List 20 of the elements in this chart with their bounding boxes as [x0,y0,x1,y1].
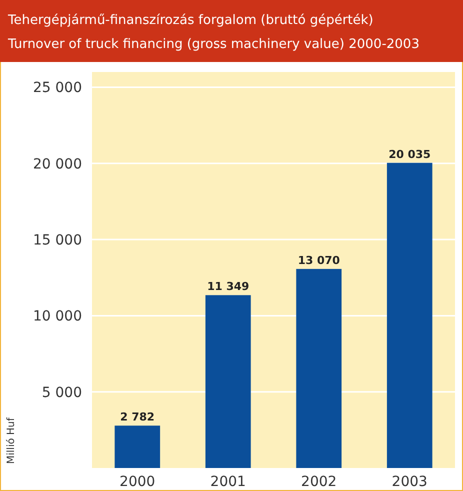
y-tick-label: 5 000 [42,384,82,401]
chart-title: Tehergépjármű-finanszírozás forgalom (bruttó gépérték) [7,13,374,28]
y-axis-title: Millió Huf [6,417,17,464]
bar [205,295,251,468]
y-tick-label: 25 000 [33,80,82,96]
x-tick-label: 2001 [210,474,246,490]
data-label: 20 035 [388,148,431,161]
bar [114,426,160,468]
y-tick-label: 20 000 [33,156,82,172]
data-label: 11 349 [207,280,250,294]
y-tick-label: 15 000 [33,232,82,249]
y-tick-label: 10 000 [33,308,82,325]
chart-subtitle: Turnover of truck financing (gross machinery value) 2000-2003 [7,37,420,52]
x-tick-label: 2003 [392,474,428,490]
data-label: 2 782 [120,410,155,424]
bar [296,268,342,468]
data-label: 13 070 [298,254,340,267]
x-tick-label: 2002 [301,474,337,490]
bar [386,162,432,468]
x-tick-label: 2000 [120,474,156,490]
